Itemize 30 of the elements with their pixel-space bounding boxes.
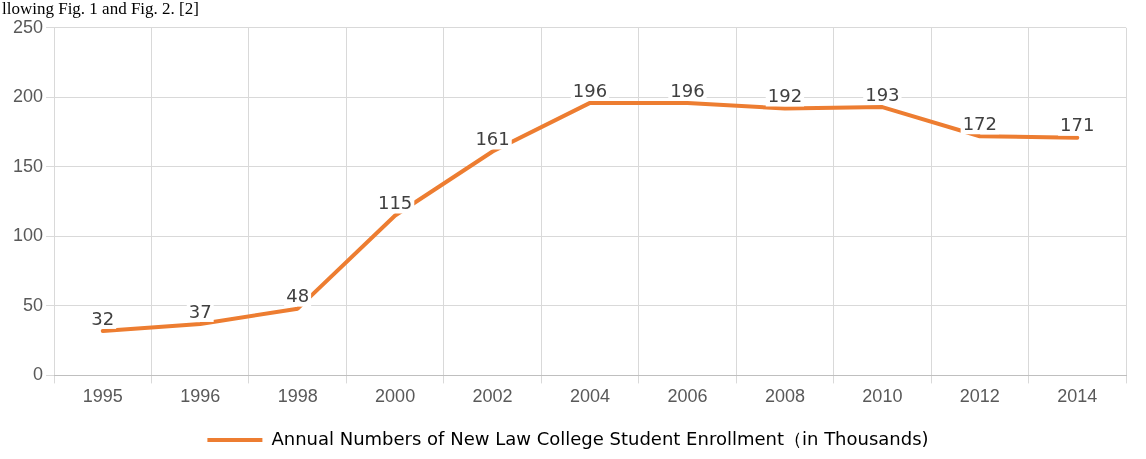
legend-label: Annual Numbers of New Law College Student Enrollment（in Thousands) [271, 427, 929, 449]
x-tick-label: 1995 [82, 386, 123, 407]
data-label: 196 [572, 79, 608, 101]
x-tick-label: 1998 [277, 386, 318, 407]
data-label: 196 [670, 79, 705, 101]
data-label: 192 [767, 85, 803, 107]
x-tick-label: 1996 [180, 386, 221, 407]
data-label: 161 [475, 128, 510, 150]
y-tick-label: 150 [12, 155, 44, 176]
data-label: 32 [91, 307, 115, 329]
x-tick-label: 2014 [1057, 386, 1098, 407]
y-tick-label: 250 [12, 16, 44, 37]
data-label: 48 [286, 285, 310, 307]
x-tick-label: 2012 [959, 386, 1000, 407]
x-tick-label: 2000 [375, 386, 416, 407]
text: llowing Fig. 1 and Fig. 2. [2] [2, 0, 199, 18]
x-tick-label: 2004 [569, 386, 611, 407]
data-label: 172 [962, 112, 997, 134]
y-tick-label: 0 [33, 364, 44, 385]
x-tick-label: 2008 [764, 386, 805, 407]
x-tick-label: 2010 [862, 386, 903, 407]
y-tick-label: 50 [23, 294, 44, 315]
y-tick-label: 200 [12, 86, 44, 107]
x-tick-label: 2006 [667, 386, 708, 407]
data-label: 193 [865, 83, 900, 105]
data-label: 171 [1060, 114, 1095, 136]
data-label: 115 [377, 192, 413, 214]
x-tick-label: 2002 [472, 386, 513, 407]
data-label: 37 [188, 300, 212, 322]
y-tick-label: 100 [12, 225, 44, 246]
